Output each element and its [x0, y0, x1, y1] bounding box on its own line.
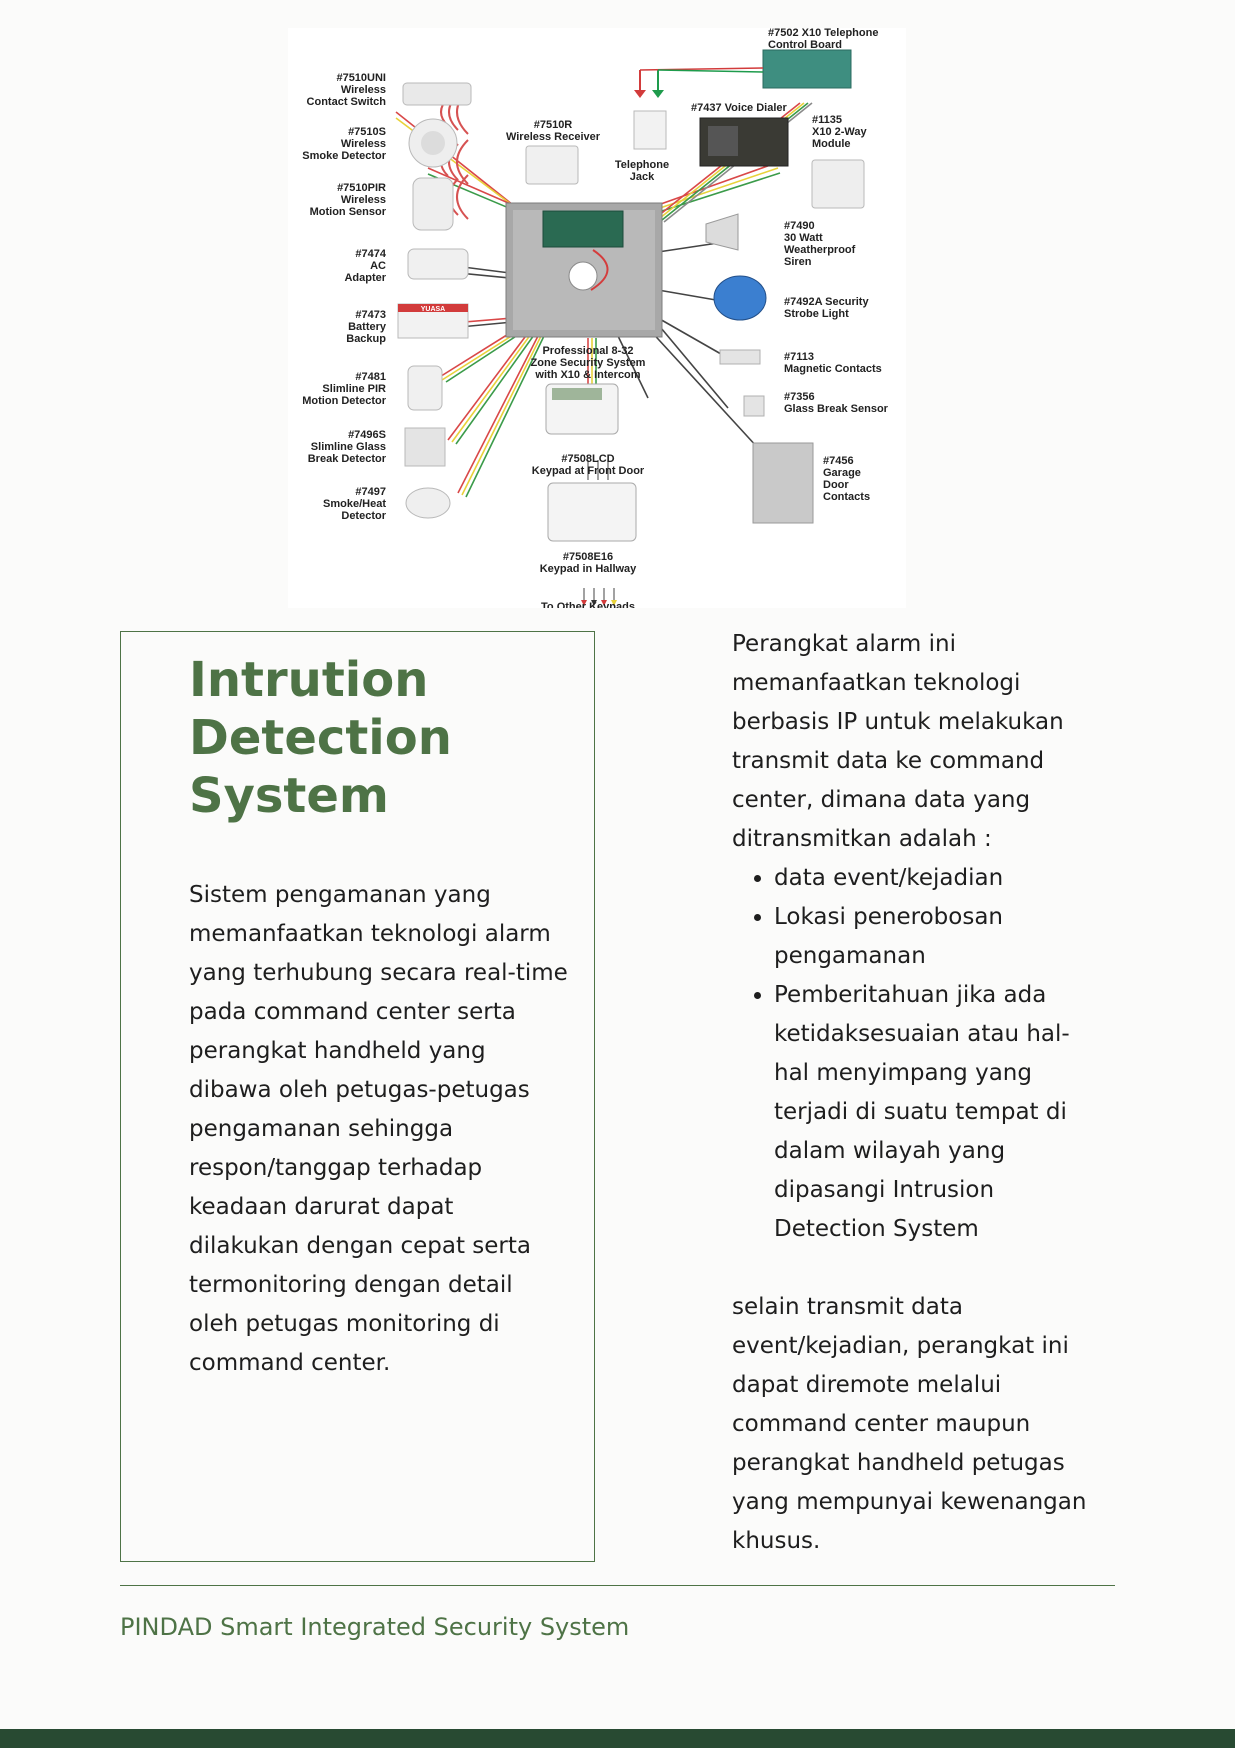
label-ac-2: AC: [370, 260, 386, 272]
control-panel-knockout: [568, 261, 598, 291]
label-siren-3: Weatherproof: [784, 244, 856, 256]
label-pir-3: Motion Sensor: [310, 206, 387, 218]
label-slim-pir-2: Slimline PIR: [322, 383, 386, 395]
battery-brand: YUASA: [421, 306, 446, 313]
list-item: Pemberitahuan jika ada ketidaksesuaian a…: [774, 976, 1102, 1249]
label-pir-2: Wireless: [341, 194, 386, 206]
label-battery-3: Backup: [346, 333, 386, 345]
x10-module-device: [811, 159, 865, 209]
transmit-intro: Perangkat alarm ini memanfaatkan teknolo…: [732, 631, 1064, 852]
intro-box: [120, 631, 595, 1562]
strobe-light-device: [713, 275, 767, 321]
label-uni-2: Wireless: [341, 84, 386, 96]
label-voice-dialer: #7437 Voice Dialer: [691, 102, 788, 114]
label-siren-2: 30 Watt: [784, 232, 823, 244]
control-panel-pcb: [542, 210, 624, 248]
label-smoke-heat: #7497: [355, 486, 386, 498]
footer-title: PINDAD Smart Integrated Security System: [120, 1613, 630, 1641]
battery-stripe: [398, 304, 468, 312]
label-glass: #7356: [784, 391, 815, 403]
motion-sensor-device: [412, 177, 454, 231]
label-module: #1135: [812, 114, 842, 126]
x10-board-device: [762, 49, 852, 89]
right-column: Perangkat alarm ini memanfaatkan teknolo…: [732, 625, 1102, 1561]
label-garage-3: Door: [823, 479, 849, 491]
telephone-jack-device: [633, 110, 667, 150]
contact-switch-device: [402, 82, 472, 106]
label-smoke-heat-3: Detector: [341, 510, 386, 522]
label-module-2: X10 2-Way: [812, 126, 868, 138]
label-x10-board-2: Control Board: [768, 39, 842, 51]
page-title: Intrution Detection System: [189, 652, 452, 824]
label-receiver: #7510R: [534, 119, 573, 131]
label-ac-3: Adapter: [344, 272, 386, 284]
label-battery-2: Battery: [348, 321, 387, 333]
list-item: Lokasi penerobosan pengamanan: [774, 898, 1102, 976]
transmitted-data-list: data event/kejadian Lokasi penerobosan p…: [732, 859, 1102, 1249]
smoke-detector-center: [421, 131, 445, 155]
slimline-pir-device: [407, 365, 443, 411]
label-module-3: Module: [812, 138, 851, 150]
garage-contacts-device: [752, 442, 814, 524]
label-keypad-hall-2: Keypad in Hallway: [540, 563, 637, 575]
label-keypad-lcd-2: Keypad at Front Door: [532, 465, 645, 477]
ac-adapter-device: [407, 248, 469, 280]
diagram-labels: #7502 X10 Telephone Control Board #7510U…: [302, 28, 888, 608]
label-keypad-lcd: #7508LCD: [561, 453, 614, 465]
label-battery: #7473: [355, 309, 386, 321]
bottom-color-bar: [0, 1729, 1235, 1748]
label-x10-board: #7502 X10 Telephone: [768, 28, 878, 39]
keypad-hallway-device: [547, 482, 637, 542]
label-slim-pir-3: Motion Detector: [302, 395, 386, 407]
label-uni: #7510UNI: [336, 72, 386, 84]
label-smoke: #7510S: [348, 126, 386, 138]
label-garage-2: Garage: [823, 467, 861, 479]
label-glass-2: Glass Break Sensor: [784, 403, 889, 415]
magnetic-contacts-device: [719, 349, 761, 365]
label-jack: Telephone: [615, 159, 669, 171]
label-keypad-hall: #7508E16: [563, 551, 613, 563]
label-jack-2: Jack: [630, 171, 655, 183]
label-slim-glass-3: Break Detector: [308, 453, 387, 465]
label-panel-3: with X10 & Intercom: [534, 369, 640, 381]
keypad-lcd-screen: [552, 388, 602, 400]
label-siren-4: Siren: [784, 256, 812, 268]
smoke-heat-device: [405, 487, 451, 519]
system-description: Sistem pengamanan yang memanfaatkan tekn…: [189, 882, 568, 1376]
label-smoke-heat-2: Smoke/Heat: [323, 498, 386, 510]
remote-control-note: selain transmit data event/kejadian, per…: [732, 1294, 1087, 1554]
label-strobe-2: Strobe Light: [784, 308, 849, 320]
label-smoke-2: Wireless: [341, 138, 386, 150]
wireless-receiver-device: [525, 145, 579, 185]
label-garage-4: Contacts: [823, 491, 870, 503]
label-mag: #7113: [784, 351, 814, 363]
label-slim-glass-2: Slimline Glass: [311, 441, 386, 453]
label-ac: #7474: [355, 248, 386, 260]
security-system-diagram: YUASA #7502 X10 Telephone Control Board …: [288, 28, 906, 608]
slimline-glass-device: [404, 427, 446, 467]
label-siren: #7490: [784, 220, 815, 232]
label-slim-glass: #7496S: [348, 429, 386, 441]
list-item: data event/kejadian: [774, 859, 1102, 898]
label-panel-2: Zone Security System: [531, 357, 646, 369]
siren-device: [705, 213, 739, 251]
footer-divider: [120, 1585, 1115, 1586]
label-pir: #7510PIR: [337, 182, 386, 194]
glass-break-device: [743, 395, 765, 417]
label-uni-3: Contact Switch: [307, 96, 387, 108]
label-panel: Professional 8-32: [542, 345, 633, 357]
label-receiver-2: Wireless Receiver: [506, 131, 601, 143]
label-garage: #7456: [823, 455, 854, 467]
control-panel: [505, 202, 663, 338]
label-smoke-3: Smoke Detector: [302, 150, 386, 162]
label-other-keypads: To Other Keypads: [541, 601, 635, 608]
voice-dialer-speaker: [708, 126, 738, 156]
label-slim-pir: #7481: [355, 371, 386, 383]
label-mag-2: Magnetic Contacts: [784, 363, 882, 375]
label-strobe: #7492A Security: [784, 296, 869, 308]
